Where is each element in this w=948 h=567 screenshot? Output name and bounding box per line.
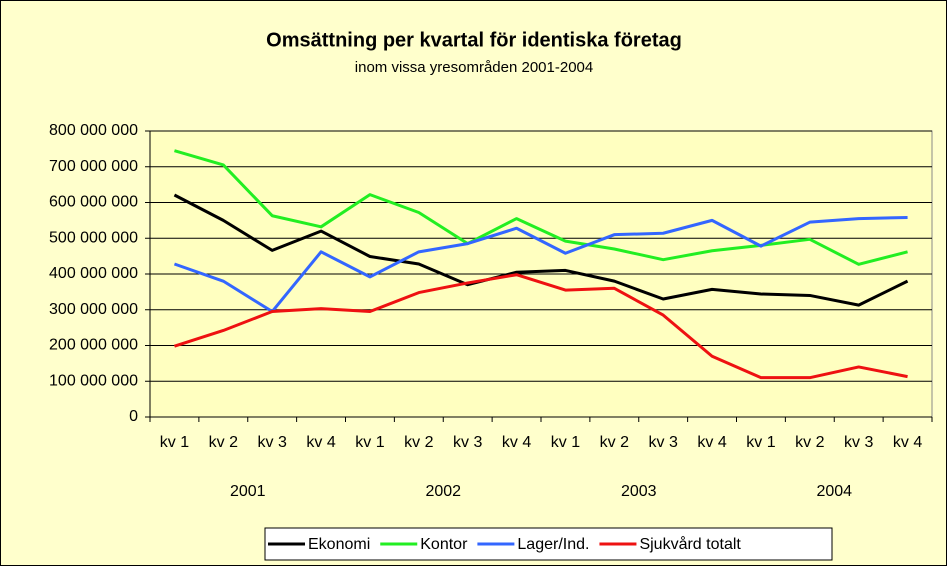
legend-box: [264, 527, 833, 561]
legend-label: Sjukvård totalt: [639, 535, 741, 553]
y-tick-label: 400 000 000: [49, 265, 138, 282]
x-tick-label: kv 4: [893, 434, 922, 451]
series-line: [174, 149, 908, 266]
x-tick-label: kv 4: [502, 434, 531, 451]
x-group-label: 2001: [230, 483, 266, 500]
x-tick-label: kv 1: [160, 434, 189, 451]
x-tick-label: kv 1: [746, 434, 775, 451]
x-tick-label: kv 3: [453, 434, 482, 451]
x-tick-label: kv 2: [209, 434, 238, 451]
y-tick-label: 700 000 000: [49, 158, 138, 175]
x-group-label: 2004: [816, 483, 852, 500]
series-line: [173, 216, 908, 314]
x-tick-label: kv 4: [697, 434, 726, 451]
series-line: [173, 273, 908, 380]
x-group-label: 2003: [621, 483, 657, 500]
series-line: [173, 193, 909, 307]
x-group-label: 2002: [425, 483, 461, 500]
y-tick-label: 100 000 000: [49, 372, 138, 389]
y-tick-label: 200 000 000: [49, 337, 138, 354]
y-tick-label: 600 000 000: [49, 194, 138, 211]
x-tick-label: kv 3: [649, 434, 678, 451]
y-tick-label: 500 000 000: [49, 229, 138, 246]
x-tick-label: kv 3: [844, 434, 873, 451]
x-tick-label: kv 2: [404, 434, 433, 451]
x-tick-label: kv 4: [306, 434, 335, 451]
legend-label: Kontor: [420, 536, 468, 553]
y-tick-label: 0: [129, 408, 138, 425]
x-tick-label: kv 1: [355, 434, 384, 451]
chart-subtitle: inom vissa yresområden 2001-2004: [355, 59, 593, 76]
x-tick-label: kv 2: [600, 434, 629, 451]
y-tick-label: 800 000 000: [49, 122, 138, 139]
x-tick-label: kv 3: [258, 434, 287, 451]
legend-label: Ekonomi: [308, 536, 370, 553]
y-tick-label: 300 000 000: [49, 301, 138, 318]
x-tick-label: kv 2: [795, 434, 824, 451]
x-tick-label: kv 1: [551, 434, 580, 451]
chart-title: Omsättning per kvartal för identiska för…: [266, 29, 682, 51]
legend-label: Lager/Ind.: [517, 536, 589, 553]
